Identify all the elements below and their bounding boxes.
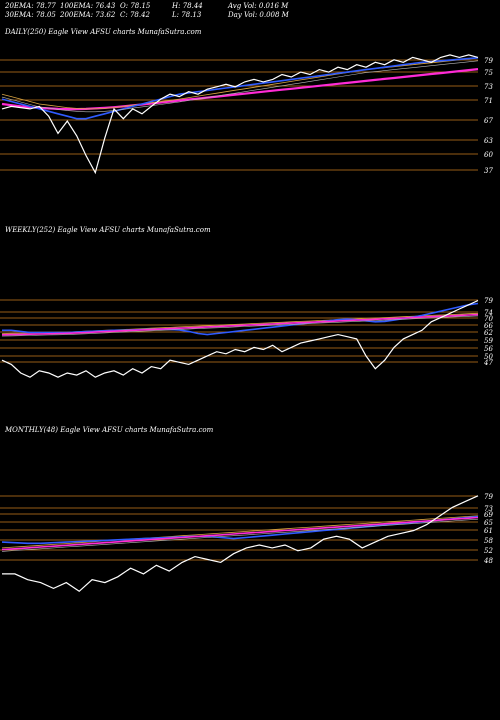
stat-avgvol: Avg Vol: 0.016 M bbox=[228, 2, 289, 10]
stat-ema200: 200EMA: 73.62 bbox=[60, 11, 116, 19]
stat-ema20: 20EMA: 78.77 bbox=[5, 2, 56, 10]
monthly-ema-gray-line bbox=[1, 518, 479, 552]
weekly-level-label: 79 bbox=[484, 297, 493, 305]
weekly-panel-title: WEEKLY(252) Eagle View AFSU charts Munaf… bbox=[5, 226, 211, 234]
daily-level-label: 71 bbox=[484, 97, 493, 105]
weekly-level-label: 74 bbox=[484, 309, 493, 317]
daily-price-line bbox=[1, 54, 479, 175]
stat-ema100: 100EMA: 76.43 bbox=[60, 2, 116, 10]
weekly-level-label: 56 bbox=[484, 345, 493, 353]
weekly-level-label: 59 bbox=[484, 337, 493, 345]
daily-ema-gray-line bbox=[1, 60, 479, 113]
weekly-ema-magenta-line bbox=[1, 313, 479, 336]
monthly-ema-fast-line bbox=[1, 515, 479, 545]
daily-level-label: 37 bbox=[484, 167, 493, 175]
stat-high: H: 78.44 bbox=[172, 2, 203, 10]
daily-level-label: 67 bbox=[484, 117, 493, 125]
weekly-level-label: 62 bbox=[484, 329, 493, 337]
monthly-level-label: 73 bbox=[484, 505, 493, 513]
daily-level-label: 79 bbox=[484, 57, 493, 65]
monthly-level-label: 65 bbox=[484, 519, 493, 527]
stat-dayvol: Day Vol: 0.008 M bbox=[228, 11, 289, 19]
weekly-level-label: 66 bbox=[484, 322, 493, 330]
weekly-ema-gray-line bbox=[1, 315, 479, 337]
monthly-ema-magenta-line bbox=[1, 516, 479, 551]
monthly-level-label: 58 bbox=[484, 537, 493, 545]
monthly-level-label: 52 bbox=[484, 547, 493, 555]
daily-panel-title: DAILY(250) Eagle View AFSU charts Munafa… bbox=[5, 28, 202, 36]
weekly-level-label: 50 bbox=[484, 353, 493, 361]
daily-level-label: 60 bbox=[484, 151, 493, 159]
stat-close: C: 78.42 bbox=[120, 11, 150, 19]
monthly-level-label: 61 bbox=[484, 527, 493, 535]
monthly-panel-title: MONTHLY(48) Eagle View AFSU charts Munaf… bbox=[5, 426, 214, 434]
daily-level-label: 73 bbox=[484, 83, 493, 91]
daily-chart: 79 75 73 71 67 63 60 37 bbox=[0, 54, 493, 175]
monthly-price-line bbox=[2, 495, 479, 593]
daily-ema-slow-line bbox=[1, 57, 479, 110]
stat-ema30: 30EMA: 78.05 bbox=[5, 11, 56, 19]
monthly-ema-slow-line bbox=[1, 515, 479, 549]
weekly-level-label: 70 bbox=[484, 315, 493, 323]
monthly-level-label: 69 bbox=[484, 511, 493, 519]
daily-level-label: 75 bbox=[484, 69, 493, 77]
stat-open: O: 78.15 bbox=[120, 2, 151, 10]
daily-ema-fast-line bbox=[1, 57, 479, 120]
weekly-price-line bbox=[1, 299, 479, 378]
monthly-level-label: 79 bbox=[484, 493, 493, 501]
weekly-level-label: 47 bbox=[483, 359, 493, 367]
monthly-level-label: 48 bbox=[483, 557, 493, 565]
stat-low: L: 78.13 bbox=[172, 11, 202, 19]
daily-level-label: 63 bbox=[484, 137, 493, 145]
